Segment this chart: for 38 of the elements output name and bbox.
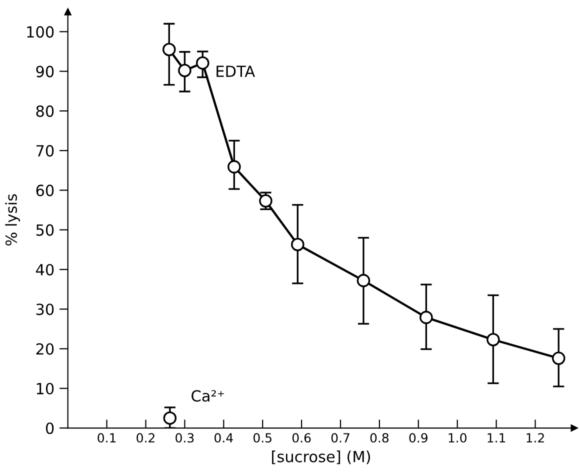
y-tick-label: 40: [36, 264, 54, 276]
y-tick-label: 70: [36, 145, 54, 157]
x-tick-label: 0.2: [136, 433, 154, 443]
x-tick-label: 0.5: [253, 433, 272, 443]
x-tick-label: 0.7: [331, 433, 350, 443]
x-tick-label: 1.0: [448, 433, 466, 443]
point: [163, 411, 177, 425]
x-tick-label: 1.1: [488, 433, 506, 442]
x-tick-label: 0.3: [176, 433, 194, 443]
point: [356, 274, 370, 288]
point: [291, 238, 304, 252]
x-tick-label: 1.2: [526, 433, 544, 442]
x-axis-title: [sucrose] (M): [272, 450, 370, 464]
point: [162, 42, 176, 56]
y-tick-label: 90: [36, 66, 54, 78]
x-tick-label: 0.1: [98, 433, 116, 443]
point: [259, 194, 272, 208]
x-tick-label: 0.8: [370, 433, 389, 443]
x-tick-label: 0.4: [214, 433, 233, 443]
x-tick-label: 0.9: [409, 433, 428, 443]
y-tick-label: 100: [27, 26, 54, 38]
y-tick-label: 80: [36, 105, 54, 117]
series-label: Ca²⁺: [192, 390, 224, 402]
y-tick-label: 0: [46, 422, 54, 434]
point: [196, 56, 210, 70]
y-tick-label: 10: [36, 382, 54, 394]
series-label: EDTA: [216, 66, 256, 77]
point: [178, 64, 192, 78]
y-axis-title: % lysis: [5, 194, 20, 246]
point: [420, 310, 433, 324]
point: [228, 160, 241, 174]
y-tick-label: 60: [36, 184, 54, 196]
x-tick-label: 0.6: [292, 433, 311, 443]
point: [486, 332, 500, 346]
y-tick-label: 20: [36, 343, 54, 355]
point: [552, 352, 566, 365]
y-tick-label: 50: [36, 224, 54, 236]
y-tick-label: 30: [36, 304, 54, 316]
